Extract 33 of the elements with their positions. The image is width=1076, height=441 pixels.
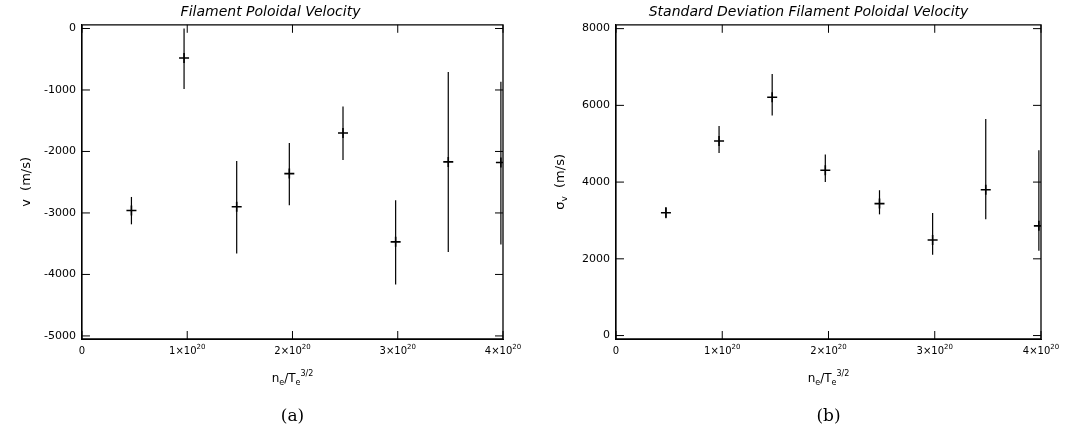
point [283,167,296,180]
x-tick-label: 0 [78,344,86,356]
chart-title: Filament Poloidal Velocity [180,3,362,20]
point [819,164,832,176]
point [713,135,725,147]
y-axis-title: σv (m/s) [552,154,570,210]
text: (b) [816,405,841,426]
point [766,91,778,104]
chart-title: Standard Deviation Filament Poloidal Velocity [648,3,970,20]
y-tick-label: 2000 [581,251,610,265]
y-tick-label: -5000 [43,328,76,342]
point [660,206,672,219]
y-tick-label: -1000 [43,82,76,96]
point [337,127,349,139]
y-tick-label: 0 [68,21,76,35]
point [389,236,402,248]
point [178,52,190,64]
x-tick-label: 0 [612,344,620,356]
point [979,183,992,196]
y-tick-label: 8000 [581,21,610,35]
point [873,197,886,210]
y-tick-label: 0 [602,328,610,342]
y-tick-label: 6000 [581,98,610,112]
y-tick-label: 4000 [581,174,610,188]
y-tick-label: -3000 [43,205,76,219]
y-tick-label: -4000 [43,267,76,281]
point [926,234,939,246]
point [230,201,243,213]
y-axis-title: v (m/s) [18,156,34,207]
text: (a) [280,405,305,426]
y-tick-label: -2000 [43,144,76,158]
point [442,156,455,168]
point [125,204,138,217]
